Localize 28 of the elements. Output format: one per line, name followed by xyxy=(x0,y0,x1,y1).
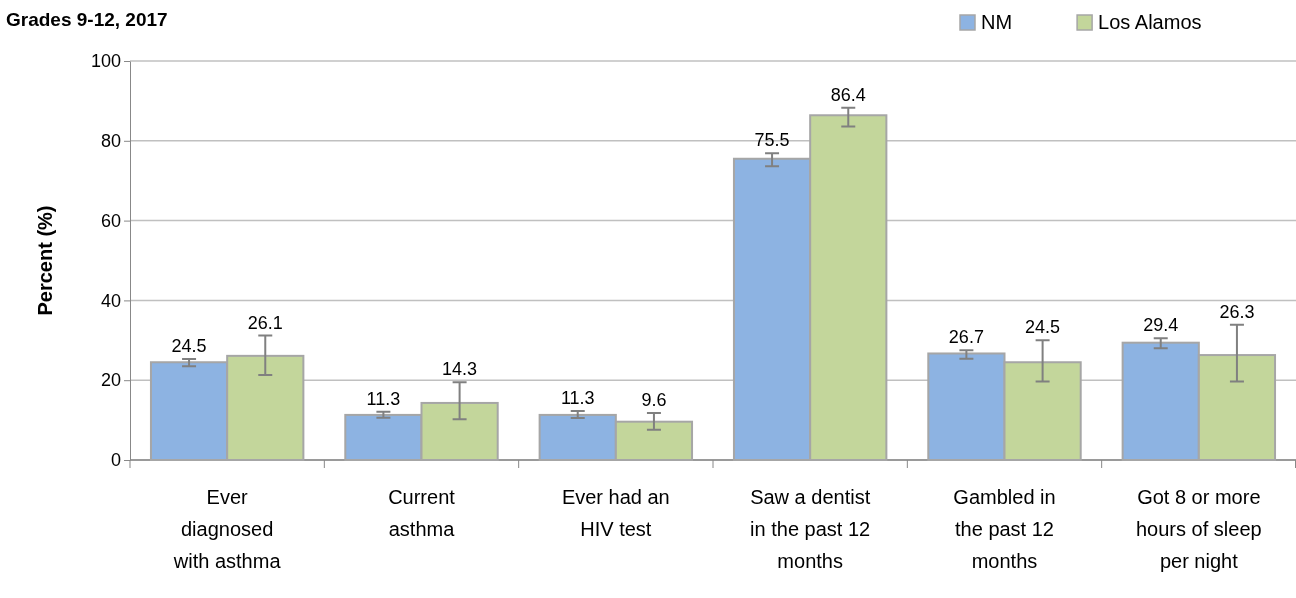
data-label: 9.6 xyxy=(641,389,667,410)
data-label: 26.7 xyxy=(948,327,984,348)
data-label: 26.3 xyxy=(1219,301,1255,322)
y-tick-label: 0 xyxy=(110,450,121,471)
y-tick-label: 40 xyxy=(100,290,121,311)
data-label: 26.1 xyxy=(247,312,283,333)
legend-label: NM xyxy=(981,11,1013,33)
data-label: 24.5 xyxy=(1025,317,1061,338)
x-tick-label: Saw a dentist in the past 12 months xyxy=(750,486,871,572)
chart-title: Grades 9-12, 2017 xyxy=(6,9,168,30)
x-tick-label: Got 8 or more hours of sleep per night xyxy=(1136,486,1262,572)
x-tick-label: Ever diagnosed with asthma xyxy=(172,486,282,572)
data-label: 29.4 xyxy=(1143,315,1179,336)
y-tick-label: 20 xyxy=(100,370,121,391)
x-tick-label: Gambled in the past 12 months xyxy=(953,486,1056,572)
y-axis-title: Percent (%) xyxy=(34,205,56,316)
x-tick-label: Current asthma xyxy=(388,486,456,540)
data-label: 14.3 xyxy=(442,359,478,380)
x-tick-label: Ever had an HIV test xyxy=(561,486,670,540)
legend-label: Los Alamos xyxy=(1098,11,1202,33)
data-label: 11.3 xyxy=(560,387,595,408)
y-tick-label: 60 xyxy=(100,210,121,231)
y-tick-label: 80 xyxy=(100,131,121,152)
data-label: 24.5 xyxy=(171,336,207,357)
data-label: 11.3 xyxy=(366,388,401,409)
y-tick-label: 100 xyxy=(90,51,121,72)
data-label: 75.5 xyxy=(754,130,790,151)
data-label: 86.4 xyxy=(830,84,866,105)
